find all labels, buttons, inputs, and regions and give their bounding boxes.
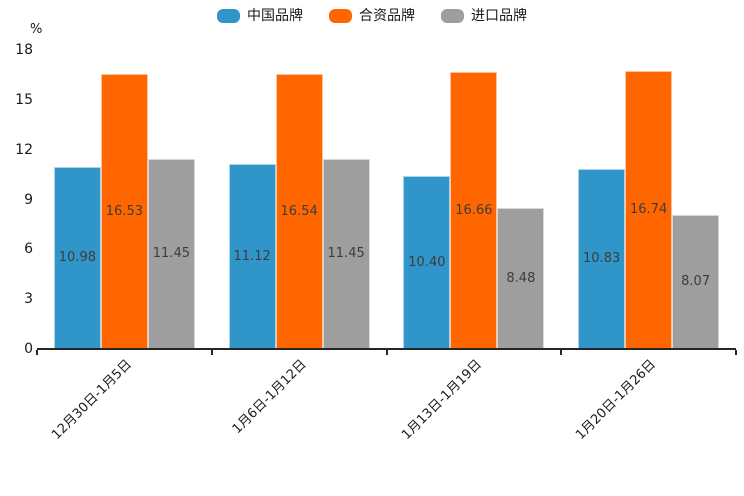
y-axis-tick-label: 6: [24, 241, 33, 258]
y-axis-tick-label: 12: [15, 141, 33, 158]
bar: [450, 72, 498, 349]
bar-value-label: 16.66: [455, 202, 493, 218]
bar-value-label: 11.45: [327, 245, 365, 261]
bar-value-label: 16.53: [105, 203, 143, 219]
bar-value-label: 16.54: [280, 203, 318, 219]
legend-item: 中国品牌: [217, 8, 303, 24]
bar-value-label: 16.74: [630, 201, 668, 217]
x-axis-tick-mark: [210, 350, 213, 355]
bar-value-label: 8.07: [681, 273, 711, 289]
x-axis-tick-mark: [36, 350, 38, 355]
bar: [578, 169, 626, 349]
legend-label: 进口品牌: [471, 8, 527, 24]
bar: [228, 164, 276, 349]
legend-swatch-icon: [441, 9, 464, 23]
legend-item: 进口品牌: [441, 8, 527, 24]
y-axis-tick-label: 0: [24, 341, 33, 357]
x-axis-line: [37, 348, 736, 350]
bar-value-label: 8.48: [506, 270, 536, 286]
legend-label: 中国品牌: [247, 8, 303, 24]
x-axis-tick-label: 1月6日-1月12日: [229, 357, 310, 437]
legend-item: 合资品牌: [329, 8, 415, 24]
x-axis-tick-label: 1月13日-1月19日: [398, 357, 485, 443]
bar: [672, 214, 720, 349]
bar-value-label: 11.45: [152, 245, 190, 261]
chart-legend: 中国品牌 合资品牌 进口品牌: [0, 8, 744, 24]
bar: [403, 176, 451, 349]
bar: [322, 158, 370, 349]
y-axis-tick-label: 18: [15, 42, 33, 58]
legend-swatch-icon: [217, 9, 240, 23]
x-axis-tick-label: 12月30日-1月5日: [49, 357, 135, 443]
bar-value-label: 11.12: [233, 248, 271, 264]
bar: [275, 74, 323, 349]
x-axis-tick-mark: [560, 350, 563, 355]
y-axis-tick-label: 3: [24, 291, 33, 308]
bar-value-label: 10.98: [58, 249, 96, 265]
bar-value-label: 10.83: [583, 251, 621, 267]
bar-value-label: 10.40: [408, 254, 446, 270]
legend-swatch-icon: [329, 9, 352, 23]
y-axis-tick-label: 15: [15, 91, 33, 108]
x-axis-tick-mark: [735, 350, 737, 355]
legend-label: 合资品牌: [359, 8, 415, 24]
bar: [147, 158, 195, 349]
bar: [497, 208, 545, 349]
y-axis-unit-label: %: [30, 22, 43, 37]
y-axis-tick-label: 9: [24, 191, 33, 208]
x-axis-tick-mark: [385, 350, 388, 355]
x-axis-tick-label: 1月20日-1月26日: [573, 357, 660, 443]
bar: [100, 74, 148, 349]
